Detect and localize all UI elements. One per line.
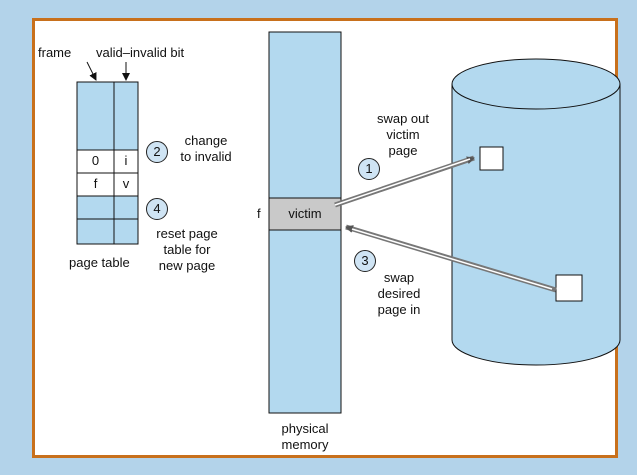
step-2-line: to invalid bbox=[180, 149, 232, 164]
page-table-label: page table bbox=[69, 255, 130, 270]
frame-f-label: f bbox=[257, 206, 261, 221]
step-3-line: desired bbox=[377, 286, 421, 301]
page-table-frame-cell: 0 bbox=[91, 153, 100, 168]
step-3-line: page in bbox=[377, 302, 421, 317]
disk-cylinder bbox=[451, 58, 621, 366]
physical-memory-line: physical bbox=[281, 421, 329, 436]
physical-memory-line: memory bbox=[281, 437, 329, 452]
step-4-text: reset page table for new page bbox=[146, 226, 228, 274]
step-2-line: change bbox=[184, 133, 228, 148]
page-table-frame-cell: f bbox=[93, 176, 98, 191]
step-1-line: swap out bbox=[376, 111, 430, 126]
step-1-text: swap out victim page bbox=[358, 111, 448, 159]
valid-invalid-bit-label: valid–invalid bit bbox=[96, 45, 185, 60]
step-3-text: swap desired page in bbox=[354, 270, 444, 318]
desired-page-on-disk bbox=[555, 274, 583, 302]
step-1-line: victim bbox=[386, 127, 420, 142]
step-1-marker: 1 bbox=[358, 158, 380, 180]
step-4-line: new page bbox=[158, 258, 216, 273]
physical-memory-block bbox=[268, 31, 342, 414]
step-4-line: table for bbox=[163, 242, 211, 257]
victim-label: victim bbox=[288, 206, 322, 221]
victim-page-on-disk bbox=[479, 146, 504, 171]
page-table bbox=[76, 81, 139, 245]
step-1-line: page bbox=[388, 143, 418, 158]
step-2-marker: 2 bbox=[146, 141, 168, 163]
physical-memory-label: physical memory bbox=[265, 421, 345, 453]
step-3-marker: 3 bbox=[354, 250, 376, 272]
step-2-text: change to invalid bbox=[166, 133, 246, 165]
frame-pointer bbox=[86, 61, 97, 81]
step-4-line: reset page bbox=[156, 226, 218, 241]
page-table-bit-cell: i bbox=[124, 153, 128, 168]
frame-label: frame bbox=[38, 45, 72, 60]
step-3-line: swap bbox=[383, 270, 415, 285]
step-4-marker: 4 bbox=[146, 198, 168, 220]
page-table-bit-cell: v bbox=[122, 176, 130, 191]
